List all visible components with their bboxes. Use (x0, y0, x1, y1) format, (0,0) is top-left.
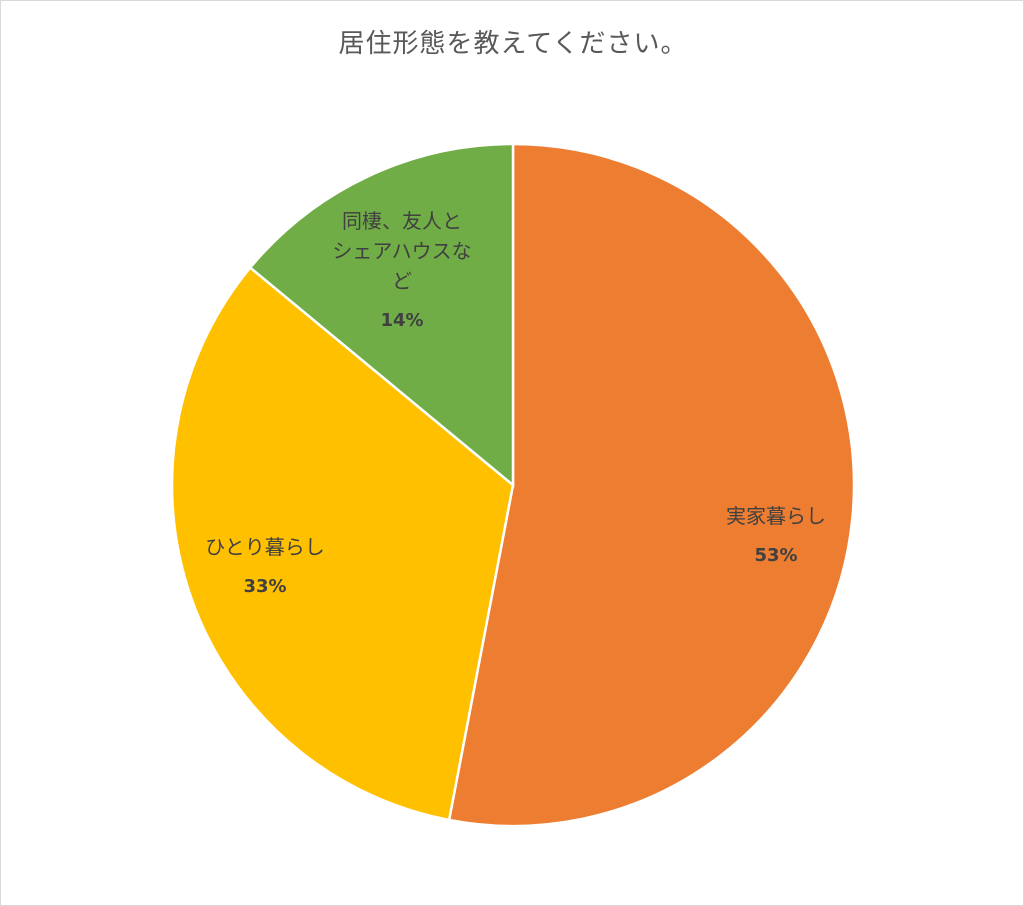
slice-label-1-line-0: ひとり暮らし (205, 535, 324, 559)
slice-value-label-2: 14% (380, 310, 423, 331)
slice-value-label-1: 33% (243, 576, 286, 597)
pie-slice-1[interactable] (170, 265, 515, 822)
slice-label-0-line-0: 実家暮らし (726, 504, 826, 528)
slice-label-2-line-2: ど (392, 269, 412, 293)
slice-label-2-line-0: 同棲、友人と (342, 209, 462, 233)
chart-title: 居住形態を教えてください。 (338, 29, 688, 59)
pie-slice-0[interactable] (447, 142, 856, 828)
pie-slice-2[interactable] (248, 142, 515, 488)
pie-slices (170, 142, 856, 828)
slice-value-label-0: 53% (754, 545, 797, 566)
slice-label-2-line-1: シェアハウスな (332, 239, 471, 263)
